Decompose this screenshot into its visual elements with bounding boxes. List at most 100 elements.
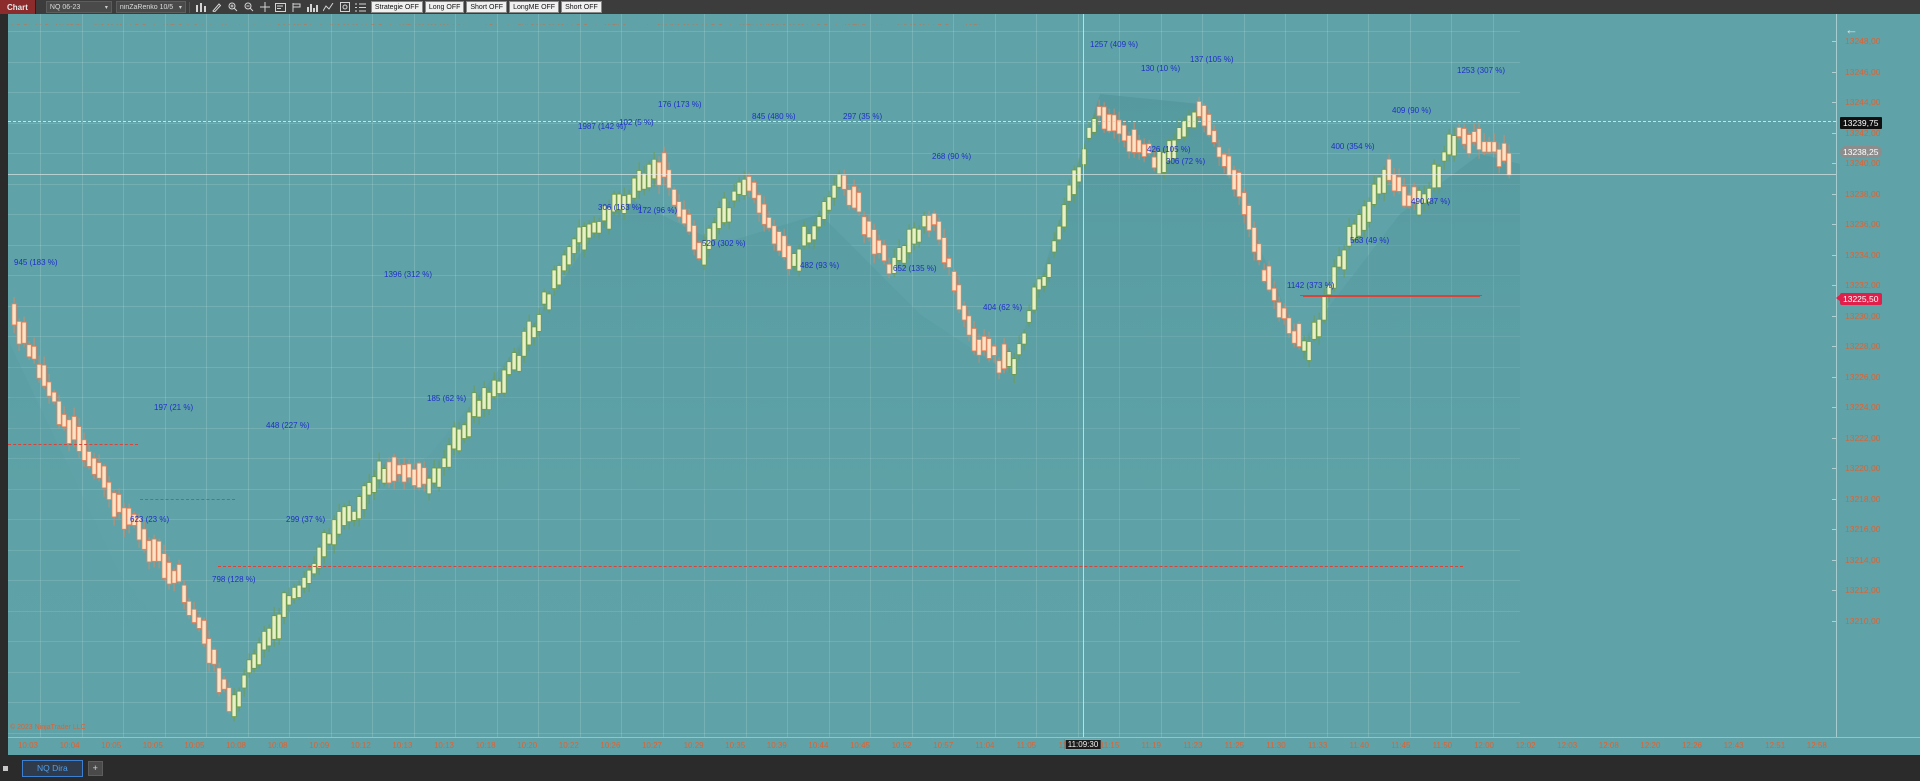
toolbar-divider [188, 1, 190, 13]
indicator-dataline: ArF_DiraNinZa_MACD/Pivots(NQ 06-23 (ninZ… [10, 16, 1910, 25]
chevron-down-icon: ▾ [104, 4, 108, 11]
pivot-annotation: 400 (354 %) [1331, 142, 1375, 151]
pivot-annotation: 176 (173 %) [658, 100, 702, 109]
instrument-select-value: NQ 06-23 [49, 3, 81, 11]
pivot-level-line [218, 566, 1463, 567]
price-shading [10, 94, 1520, 737]
long-me-toggle-button[interactable]: LongME OFF [509, 1, 560, 13]
time-tick-label: 10:09 [309, 741, 330, 750]
price-tick: 13210,00 [1832, 616, 1880, 626]
gridline-horizontal [8, 123, 1520, 124]
pivot-annotation: 945 (183 %) [14, 258, 58, 267]
time-tick-label: 12:20 [1640, 741, 1661, 750]
back-arrow-icon[interactable]: ← [1845, 22, 1858, 37]
copyright-watermark: © 2023 NinjaTrader LLC [10, 724, 86, 731]
time-tick-label: 11:23 [1183, 741, 1203, 750]
strategy-toggle-button[interactable]: Strategie OFF [370, 1, 423, 13]
gridline-horizontal [8, 31, 1520, 32]
time-tick-label: 10:05 [184, 741, 205, 750]
tab-nq-dira[interactable]: NQ Dira [22, 759, 83, 777]
flag-icon[interactable] [290, 1, 304, 13]
price-tick: 13230,00 [1832, 310, 1881, 321]
pivot-annotation: 409 (90 %) [1392, 106, 1432, 115]
price-candles [10, 94, 1520, 737]
pivot-annotation: 1257 (409 %) [1090, 40, 1139, 49]
time-tick-label: 10:39 [766, 741, 787, 750]
time-crosshair-tag: 11:09:30 [1064, 739, 1102, 750]
pivot-annotation: 482 (93 %) [800, 261, 840, 270]
pivot-annotation: 1396 (312 %) [384, 270, 433, 279]
short-toggle-button[interactable]: Short OFF [466, 1, 508, 13]
pivot-annotation: 404 (62 %) [983, 303, 1023, 312]
time-tick-label: 10:44 [808, 741, 829, 750]
drawing-pencil-icon[interactable] [210, 1, 224, 13]
gridline-vertical [414, 14, 415, 737]
time-tick-label: 10:18 [475, 741, 496, 750]
zoom-out-icon[interactable] [242, 1, 256, 13]
price-tag-dark: 13239,75 [1840, 117, 1883, 129]
support-line [1302, 295, 1482, 296]
time-tick-label: 11:04 [975, 741, 995, 750]
gridline-vertical [248, 14, 249, 737]
short-me-toggle-button[interactable]: Short OFF [561, 1, 602, 13]
price-tick: 13214,00 [1832, 554, 1881, 565]
price-axis[interactable]: 13248,00 13246,00 13244,00 13242,00 13240,00… [1832, 14, 1920, 755]
price-tick-label: 13230,00 [1845, 310, 1881, 321]
time-tick-label: 10:57 [933, 741, 954, 750]
gridline-vertical [123, 14, 124, 737]
price-tick-label: 13222,00 [1845, 432, 1881, 443]
tabbar-handle[interactable] [0, 755, 10, 781]
price-tick-label: 13240,00 [1845, 158, 1881, 168]
properties-list-icon[interactable] [354, 1, 368, 13]
chart-menu-button[interactable]: Chart [0, 0, 36, 14]
time-tick-label: 10:35 [725, 741, 746, 750]
price-tick-label: 13220,00 [1845, 463, 1881, 473]
workspace-tabbar: NQ Dira + [0, 755, 1920, 781]
snapshot-icon[interactable] [338, 1, 352, 13]
long-toggle-button[interactable]: Long OFF [424, 1, 465, 13]
crosshair-vertical [1083, 14, 1084, 737]
line-plot-icon[interactable] [322, 1, 336, 13]
gridline-horizontal [8, 92, 1520, 93]
gridline-vertical [331, 14, 332, 737]
pivot-level-line [140, 499, 235, 500]
bars-type-select[interactable]: ninZaRenko 10/5 ▾ [115, 1, 186, 13]
time-axis[interactable]: 10:03 10:04 10:05 10:05 10:05 10:08 10:08 10:09… [0, 737, 1920, 755]
time-tick-label: 12:58 [1806, 741, 1827, 750]
dataline-text: ArF_DiraNinZa_MACD/Pivots(NQ 06-23 (ninZ… [10, 24, 981, 25]
price-tick-label: 13214,00 [1845, 554, 1881, 565]
pivot-annotation: 102 (5 %) [619, 118, 654, 127]
price-tick-label: 13218,00 [1845, 493, 1881, 504]
time-tick-label: 11:40 [1349, 741, 1369, 750]
pivot-annotation: 520 (302 %) [702, 239, 746, 248]
price-tick-label: 13224,00 [1845, 402, 1881, 412]
indicator-icon[interactable] [306, 1, 320, 13]
time-tick-label: 11:19 [1141, 741, 1161, 750]
time-tick-label: 12:00 [1473, 741, 1495, 750]
crosshair-icon[interactable] [258, 1, 272, 13]
zoom-in-icon[interactable] [226, 1, 240, 13]
time-tick-label: 10:04 [59, 741, 80, 750]
chart-panel[interactable]: ArF_DiraNinZa_MACD/Pivots(NQ 06-23 (ninZ… [0, 14, 1920, 755]
price-tick-label: 13212,00 [1845, 585, 1881, 595]
time-tick-label: 10:45 [849, 741, 871, 750]
instrument-select[interactable]: NQ 06-23 ▾ [45, 1, 112, 13]
pivot-annotation: 137 (105 %) [1190, 55, 1234, 64]
pivot-annotation: 306 (72 %) [1166, 157, 1206, 166]
pivot-annotation: 1142 (373 %) [1287, 281, 1335, 290]
pivot-annotation: 448 (227 %) [266, 421, 310, 430]
gridline-vertical [165, 14, 166, 737]
pivot-annotation: 197 (21 %) [154, 403, 194, 412]
data-box-icon[interactable] [274, 1, 288, 13]
add-tab-button[interactable]: + [87, 760, 103, 776]
price-axis-line [1836, 14, 1837, 737]
gridline-horizontal [8, 153, 1520, 154]
bar-chart-icon[interactable] [194, 1, 208, 13]
pivot-annotation: 1987 (142 %) [578, 122, 627, 131]
time-tick-label: 10:20 [517, 741, 538, 750]
pivot-annotation: 798 (128 %) [212, 575, 256, 584]
time-tick-label: 10:03 [17, 741, 39, 750]
price-tick: 13242,00 [1832, 128, 1880, 138]
price-tick-label: 13232,00 [1845, 280, 1881, 290]
price-tick: 13218,00 [1832, 493, 1881, 504]
